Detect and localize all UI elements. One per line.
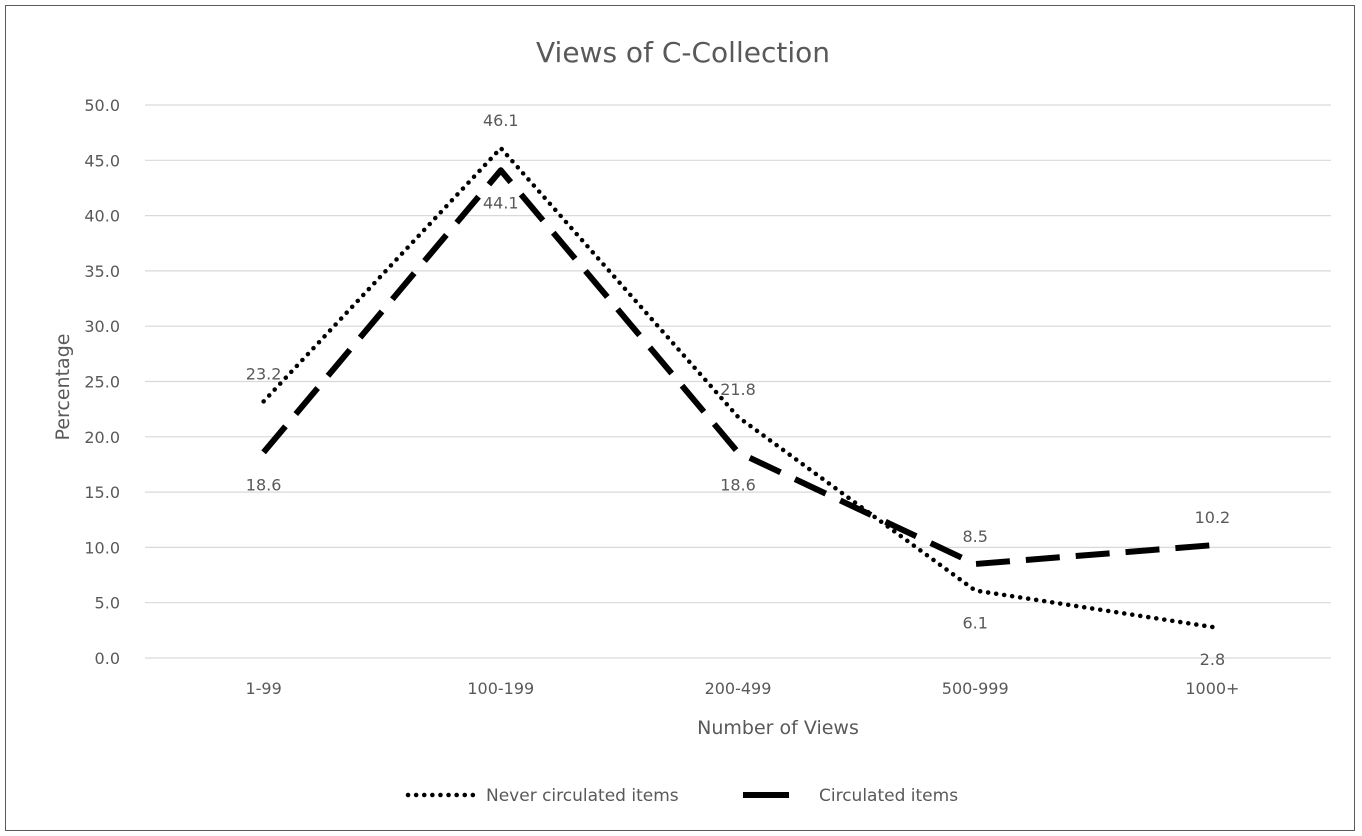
data-label-circulated: 10.2	[1195, 508, 1231, 527]
legend-label-circulated: Circulated items	[819, 786, 958, 806]
y-axis-title: Percentage	[52, 334, 74, 441]
x-tick-label: 200-499	[705, 679, 772, 698]
legend-label-never-circulated: Never circulated items	[486, 786, 679, 806]
y-tick-label: 20.0	[84, 428, 120, 447]
y-tick-label: 0.0	[95, 649, 120, 668]
data-label-never-circulated: 6.1	[962, 614, 987, 633]
chart-frame: Views of C-Collection 0.0 5.0 10.0 15.0 20.0…	[5, 5, 1355, 831]
y-tick-label: 25.0	[84, 373, 120, 392]
x-axis-title: Number of Views	[697, 717, 859, 739]
y-tick-label: 30.0	[84, 317, 120, 336]
gridlines	[145, 104, 1331, 659]
x-tick-label: 500-999	[942, 679, 1009, 698]
y-tick-label: 35.0	[84, 262, 120, 281]
series-line-never-circulated	[261, 145, 1215, 630]
line-chart: Views of C-Collection 0.0 5.0 10.0 15.0 20.0…	[52, 36, 1331, 806]
data-label-circulated: 8.5	[962, 527, 987, 546]
y-tick-label: 10.0	[84, 538, 120, 557]
x-axis-tick-labels: 1-99 100-199 200-499 500-999 1000+	[245, 679, 1239, 698]
data-label-never-circulated: 46.1	[483, 111, 519, 130]
data-label-circulated: 18.6	[720, 475, 756, 494]
data-label-circulated: 18.6	[246, 475, 282, 494]
y-tick-label: 5.0	[95, 594, 120, 613]
y-axis-tick-labels: 0.0 5.0 10.0 15.0 20.0 25.0 30.0 35.0 40.0 45.0 50…	[84, 96, 120, 668]
y-tick-label: 15.0	[84, 483, 120, 502]
series-lines	[261, 145, 1215, 630]
data-label-circulated: 44.1	[483, 193, 519, 212]
x-tick-label: 100-199	[467, 679, 534, 698]
data-label-never-circulated: 2.8	[1200, 650, 1225, 669]
chart-title: Views of C-Collection	[536, 36, 830, 69]
y-tick-label: 40.0	[84, 207, 120, 226]
series-line-circulated	[261, 167, 1213, 567]
data-label-never-circulated: 23.2	[246, 364, 282, 383]
legend: Never circulated items Circulated items	[405, 786, 958, 806]
y-tick-label: 50.0	[84, 96, 120, 115]
x-tick-label: 1-99	[245, 679, 281, 698]
y-tick-label: 45.0	[84, 151, 120, 170]
data-label-never-circulated: 21.8	[720, 380, 756, 399]
x-tick-label: 1000+	[1185, 679, 1239, 698]
data-labels: 23.2 46.1 21.8 6.1 2.8 18.6 44.1 18.6 8.5 10.2	[246, 111, 1230, 669]
